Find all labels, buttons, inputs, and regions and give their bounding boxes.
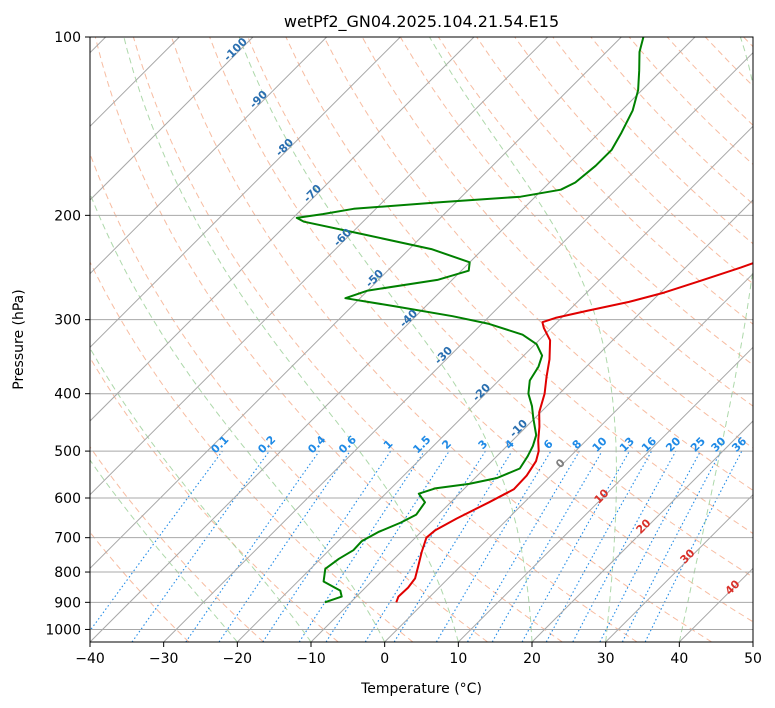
x-tick-label: 0 — [380, 651, 389, 667]
dry-adiabat — [94, 37, 563, 642]
x-tick-label: 40 — [670, 651, 688, 667]
x-tick-label: −20 — [223, 651, 253, 667]
x-tick-label: 20 — [523, 651, 541, 667]
y-tick-label: 600 — [54, 491, 81, 507]
y-tick-label: 700 — [54, 531, 81, 547]
dry-adiabat — [514, 37, 753, 285]
isotherm-line — [90, 37, 475, 422]
moist-adiabat — [238, 37, 533, 642]
dry-adiabat — [132, 37, 638, 642]
dry-adiabat — [247, 37, 753, 578]
isotherm-line — [384, 272, 753, 642]
x-tick-label: 30 — [597, 651, 615, 667]
mixing-ratio-line — [325, 450, 450, 642]
isotherm-line — [90, 37, 328, 275]
y-tick-label: 900 — [54, 595, 81, 611]
isotherm-line — [457, 346, 753, 642]
isotherm-line — [236, 125, 753, 642]
dewpoint-profile — [295, 37, 645, 604]
mixing-ratio-line — [218, 450, 351, 642]
mixing-ratio-line — [521, 450, 630, 642]
y-tick-label: 1000 — [45, 622, 81, 638]
mixing-ratio-line — [90, 450, 223, 632]
x-tick-label: −30 — [149, 651, 179, 667]
plot-frame — [89, 36, 754, 643]
dry-adiabat — [90, 260, 414, 642]
isotherm-line — [605, 493, 753, 642]
moist-adiabat — [429, 37, 617, 642]
x-tick-label: 10 — [449, 651, 467, 667]
y-tick-label: 400 — [54, 387, 81, 403]
y-tick-label: 100 — [54, 30, 81, 46]
x-tick-label: 50 — [744, 651, 762, 667]
moist-adiabat — [90, 192, 386, 642]
y-tick-label: 800 — [54, 565, 81, 581]
mixing-ratio-line — [262, 450, 392, 642]
dry-adiabat — [323, 37, 753, 491]
moist-adiabat — [678, 37, 753, 642]
dry-adiabat — [209, 37, 753, 623]
x-axis-title: Temperature (°C) — [360, 681, 482, 697]
isotherm-line — [90, 37, 401, 349]
isotherm-line — [163, 51, 753, 642]
isotherm-line — [90, 37, 696, 642]
dry-adiabat — [90, 446, 264, 642]
mixing-ratio-line — [298, 450, 425, 642]
mixing-ratio-line — [545, 450, 653, 642]
moist-adiabat — [123, 37, 459, 642]
isotherm-line — [90, 37, 622, 570]
dry-adiabat — [90, 356, 339, 642]
x-tick-label: −40 — [75, 651, 105, 667]
dry-adiabat — [171, 37, 712, 642]
dry-adiabat — [285, 37, 753, 535]
mixing-ratio-line — [393, 450, 513, 642]
y-axis-title: Pressure (hPa) — [11, 289, 27, 389]
x-tick-label: −10 — [296, 651, 326, 667]
mixing-ratio-line — [185, 450, 320, 642]
mixing-ratio-line — [572, 450, 677, 642]
mixing-ratio-line — [644, 450, 743, 642]
isotherm-line — [531, 420, 753, 642]
isotherm-line — [310, 199, 753, 642]
moist-adiabat — [90, 459, 238, 642]
temperature-profile — [395, 262, 753, 603]
y-tick-label: 200 — [54, 208, 81, 224]
isotherm-line — [90, 37, 549, 496]
y-tick-label: 300 — [54, 313, 81, 329]
chart-title: wetPf2_GN04.2025.104.21.54.E15 — [284, 12, 559, 32]
mixing-ratio-line — [131, 450, 270, 642]
isotherm-line — [90, 37, 254, 201]
y-tick-label: 500 — [54, 444, 81, 460]
